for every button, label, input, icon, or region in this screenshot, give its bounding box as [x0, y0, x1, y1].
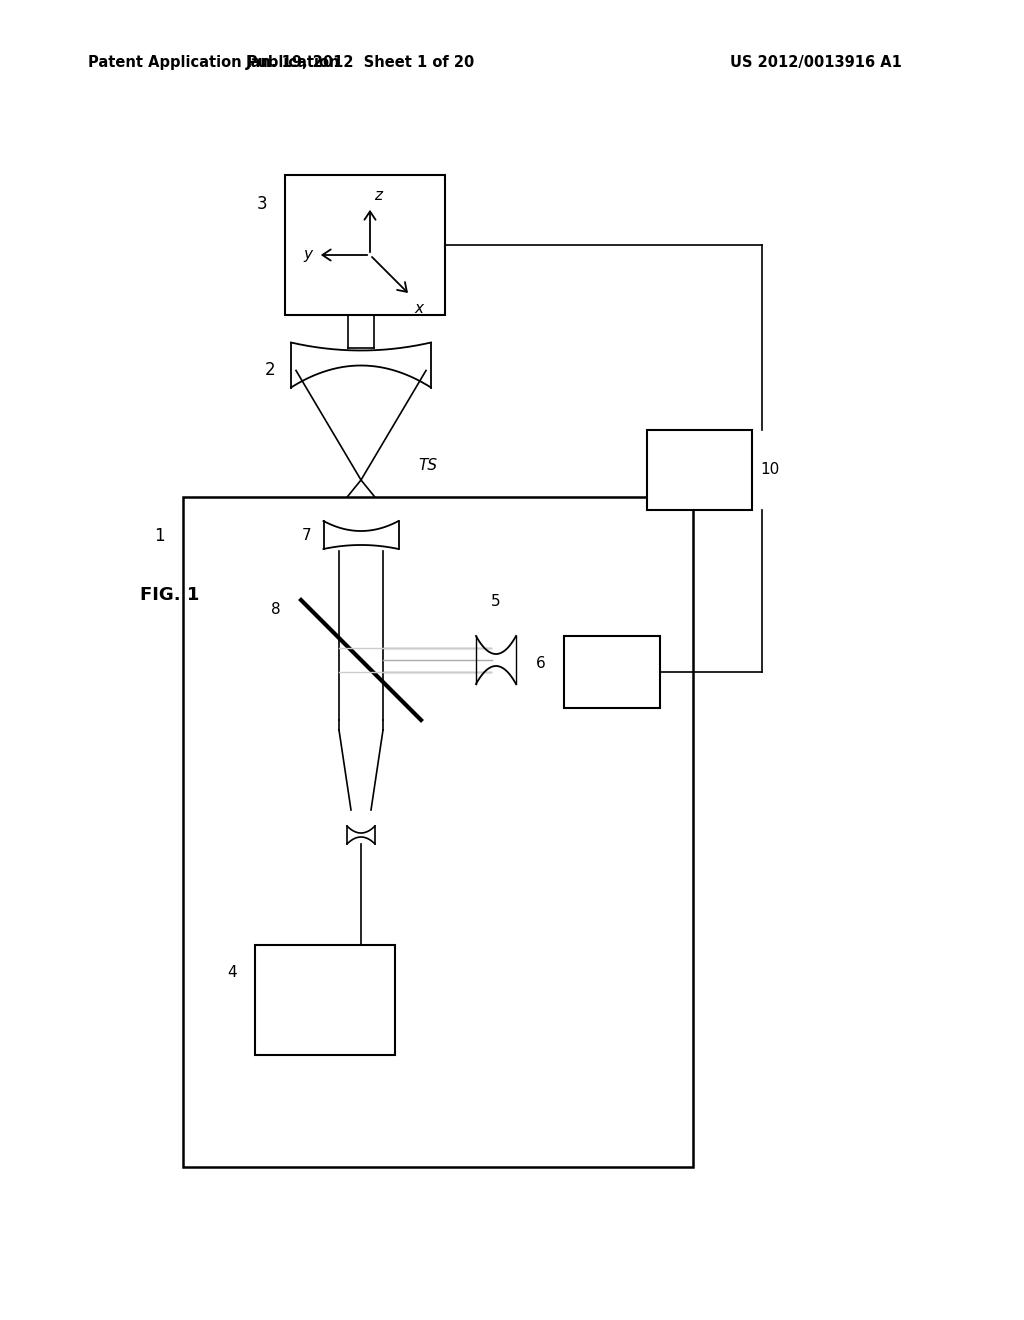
Bar [183, 498, 693, 1167]
Text: 3: 3 [256, 195, 267, 213]
Bar [285, 176, 445, 315]
Text: 4: 4 [227, 965, 237, 979]
Text: US 2012/0013916 A1: US 2012/0013916 A1 [730, 54, 902, 70]
Text: 1: 1 [155, 527, 165, 545]
Bar [564, 636, 660, 708]
Text: z: z [374, 187, 382, 203]
Text: 8: 8 [271, 602, 281, 618]
Text: FIG. 1: FIG. 1 [140, 586, 200, 605]
Text: 6: 6 [537, 656, 546, 671]
Text: Jan. 19, 2012  Sheet 1 of 20: Jan. 19, 2012 Sheet 1 of 20 [246, 54, 475, 70]
Text: 5: 5 [492, 594, 501, 610]
Text: 7: 7 [302, 528, 311, 543]
Text: 10: 10 [760, 462, 779, 478]
Bar [647, 430, 752, 510]
Text: 2: 2 [264, 360, 275, 379]
Text: TS: TS [418, 458, 437, 473]
Text: Patent Application Publication: Patent Application Publication [88, 54, 340, 70]
Text: x: x [414, 301, 423, 315]
Text: y: y [303, 248, 312, 263]
Bar [255, 945, 395, 1055]
